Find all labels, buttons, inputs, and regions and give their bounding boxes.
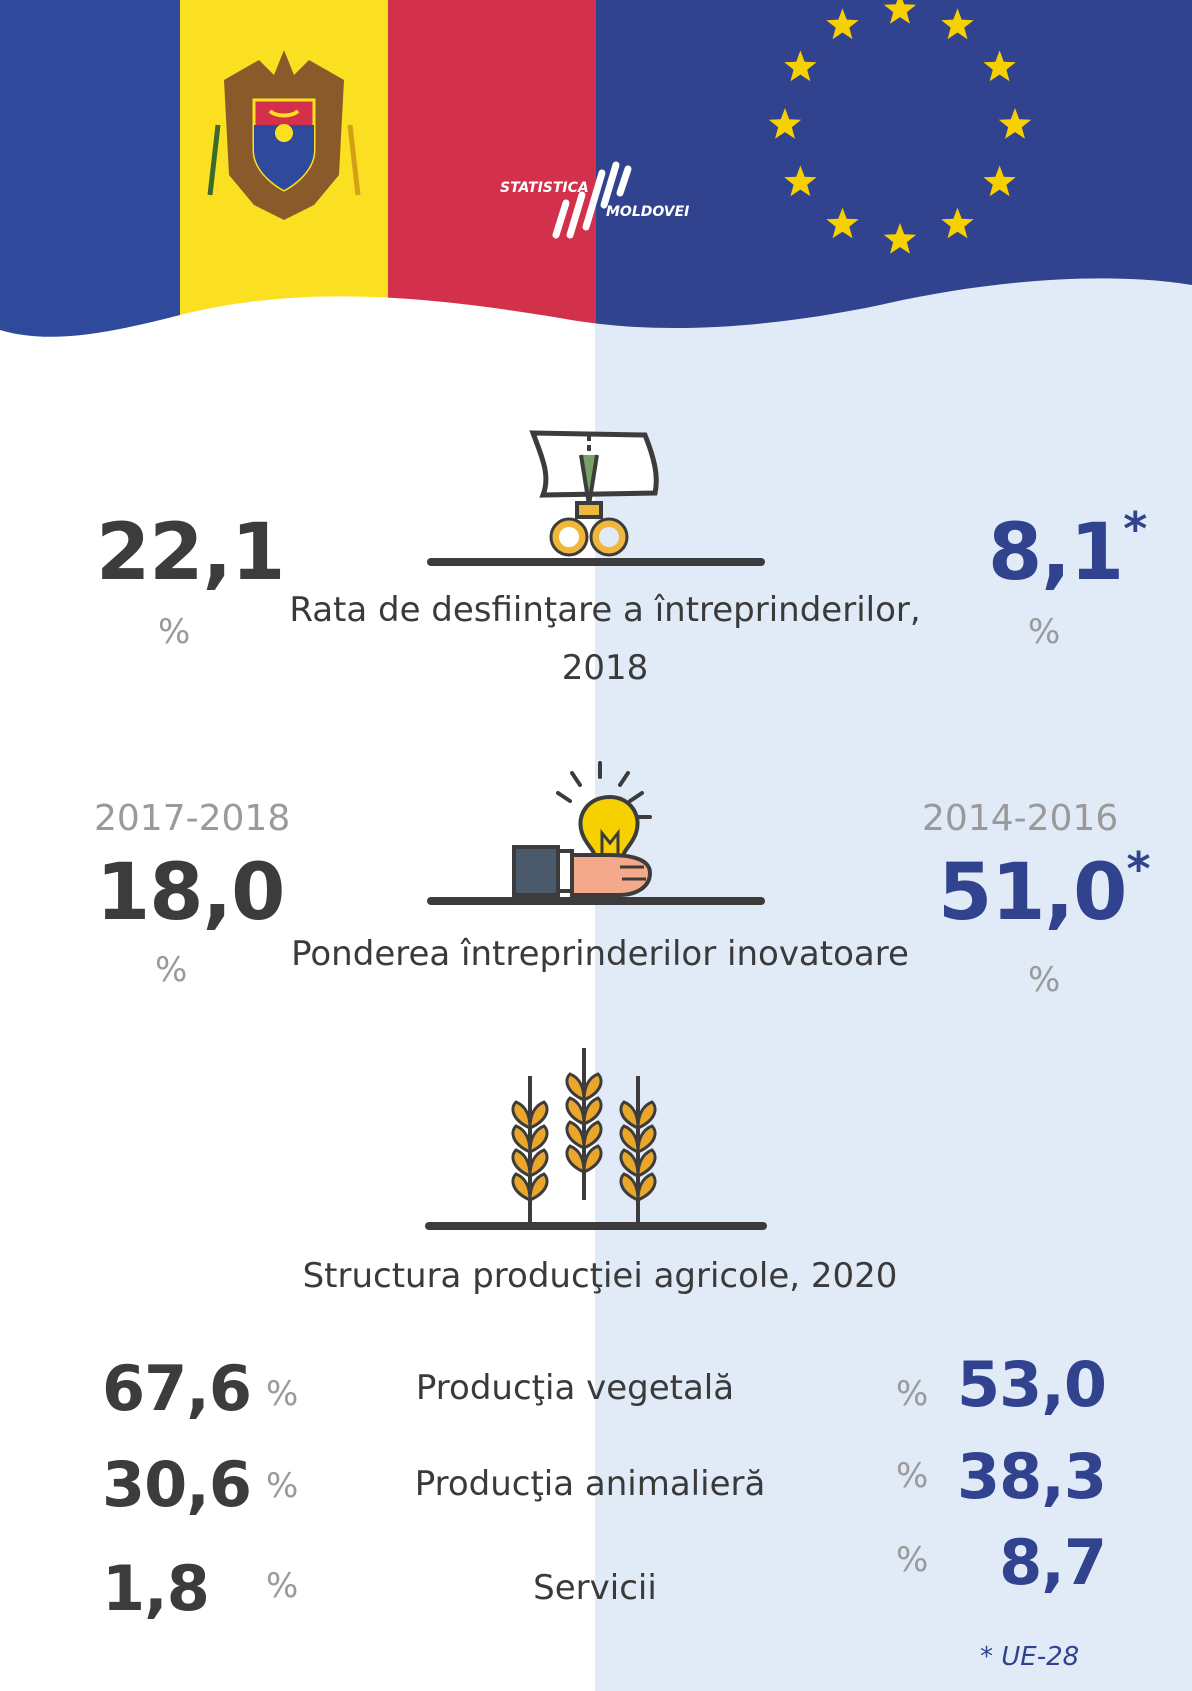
eu-unit-agri: % xyxy=(896,1374,929,1414)
row-label-agri: Producţia animalieră xyxy=(414,1464,766,1504)
hand-holding-lightbulb-icon xyxy=(512,761,653,897)
md-value-agri: 30,6 xyxy=(102,1448,252,1521)
eu-star-icon xyxy=(941,8,974,40)
wheat-ears-icon xyxy=(510,1046,658,1230)
eu-unit-agri: % xyxy=(896,1456,929,1496)
md-unit-agri: % xyxy=(266,1566,299,1606)
divider-line xyxy=(427,558,765,566)
row-label-agri: Producţia vegetală xyxy=(415,1368,735,1408)
eu-value-agri: 53,0 xyxy=(957,1348,1107,1421)
eu-star-icon xyxy=(883,223,917,254)
eu-star-icon xyxy=(941,207,974,239)
eu-star-icon xyxy=(768,108,802,139)
eu-period-inovatoare: 2014-2016 xyxy=(922,798,1119,839)
eu-value-desfiintare-number: 8,1 xyxy=(988,508,1124,598)
statistica-logo-bars-icon xyxy=(552,161,632,239)
section-title-agricultura: Structura producţiei agricole, 2020 xyxy=(302,1256,898,1296)
md-value-inovatoare: 18,0 xyxy=(96,848,285,938)
label-desfiintare-line2: 2018 xyxy=(561,648,649,688)
eu-value-inovatoare: 51,0* xyxy=(938,842,1151,938)
eu-value-desfiintare: 8,1* xyxy=(988,502,1147,598)
divider-line xyxy=(427,897,765,905)
md-value-desfiintare: 22,1 xyxy=(96,508,285,598)
label-desfiintare-line1: Rata de desfiinţare a întreprinderilor, xyxy=(289,590,921,630)
divider-line xyxy=(425,1222,767,1230)
eu-asterisk: * xyxy=(1126,842,1150,896)
eu-unit-desfiintare: % xyxy=(1028,612,1061,652)
coat-of-arms-icon xyxy=(207,37,361,220)
eu-unit-inovatoare: % xyxy=(1028,960,1061,1000)
row-label-agri: Servicii xyxy=(533,1568,657,1608)
eu-star-icon xyxy=(784,50,817,82)
md-period-inovatoare: 2017-2018 xyxy=(94,798,291,839)
eu-star-icon xyxy=(983,50,1016,82)
eu-star-icon xyxy=(826,207,859,239)
label-inovatoare: Ponderea întreprinderilor inovatoare xyxy=(291,934,909,974)
eu-star-icon xyxy=(998,108,1032,139)
footnote: * UE-28 xyxy=(980,1642,1080,1672)
eu-star-icon xyxy=(983,165,1016,197)
eu-stars-icon xyxy=(768,0,1032,254)
eu-star-icon xyxy=(883,0,917,24)
eu-unit-agri: % xyxy=(896,1540,929,1580)
eu-value-inovatoare-number: 51,0 xyxy=(938,848,1127,938)
md-value-agri: 1,8 xyxy=(102,1552,210,1625)
eu-star-icon xyxy=(784,165,817,197)
eu-asterisk: * xyxy=(1123,502,1147,556)
scissors-cutting-paper-icon xyxy=(529,430,659,557)
eu-star-icon xyxy=(826,8,859,40)
eu-value-agri: 38,3 xyxy=(957,1440,1107,1513)
logo-text-top: STATISTICA xyxy=(500,180,589,196)
md-unit-desfiintare: % xyxy=(158,612,191,652)
eu-value-agri: 8,7 xyxy=(999,1526,1107,1599)
md-unit-inovatoare: % xyxy=(155,950,188,990)
md-unit-agri: % xyxy=(266,1374,299,1414)
flags-header xyxy=(0,0,1192,337)
md-value-agri: 67,6 xyxy=(102,1352,252,1425)
logo-text-bottom: MOLDOVEI xyxy=(606,204,690,220)
md-unit-agri: % xyxy=(266,1466,299,1506)
